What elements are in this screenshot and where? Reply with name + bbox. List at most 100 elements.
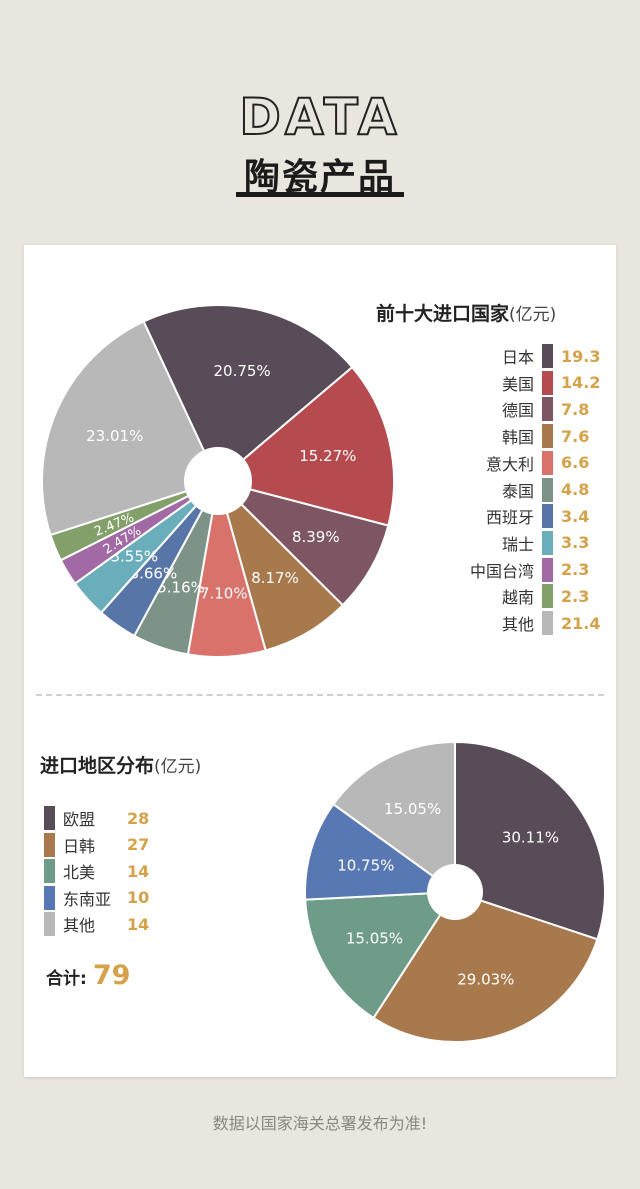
legend-swatch [542, 477, 553, 502]
pie-slice-北美 [304, 890, 457, 1020]
legend-value: 2.3 [561, 586, 590, 606]
regions-unit: (亿元) [154, 757, 202, 777]
pie-percent-label: 7.10% [200, 584, 248, 602]
legend-value: 14 [127, 861, 150, 881]
regions-legend-title: 进口地区分布(亿元) [40, 751, 201, 778]
page-header: DATA 陶瓷产品 [0, 0, 640, 240]
total-label: 合计: [46, 969, 87, 989]
pie-percent-label: 29.03% [457, 971, 514, 989]
legend-value: 14 [127, 914, 150, 934]
page-title: 陶瓷产品 [243, 157, 396, 198]
legend-item: 北美 14 [44, 858, 149, 884]
legend-swatch [542, 450, 553, 475]
legend-item: 西班牙 3.4 [462, 503, 589, 529]
legend-item: 其他 14 [44, 911, 149, 937]
legend-label: 瑞士 [501, 534, 534, 554]
footer-note: 数据以国家海关总署发布为准! [212, 1114, 428, 1133]
data-title: DATA [238, 87, 401, 147]
legend-value: 7.8 [561, 399, 590, 419]
pie-slice-其他 [331, 740, 456, 894]
legend-swatch [44, 885, 55, 910]
legend-label: 日本 [501, 348, 534, 367]
legend-item: 越南 2.3 [462, 583, 589, 609]
legend-swatch [44, 859, 55, 883]
legend-item: 中国台湾 2.3 [462, 557, 589, 583]
donut-hole [427, 864, 483, 920]
legend-label: 西班牙 [485, 508, 534, 528]
legend-label: 韩国 [501, 428, 534, 448]
pie-percent-label: 8.39% [292, 528, 340, 546]
pie-percent-label: 8.17% [251, 569, 299, 587]
legend-swatch [542, 557, 553, 582]
pie-percent-label: 10.75% [337, 857, 394, 875]
pie-percent-label: 15.27% [299, 447, 356, 465]
legend-value: 6.6 [561, 453, 590, 473]
pie-percent-label: 15.05% [384, 800, 441, 818]
regions-title: 进口地区分布 [40, 755, 155, 777]
legend-swatch [542, 370, 553, 395]
legend-value: 10 [127, 888, 150, 907]
regions-pie-chart: 30.11% 29.03% 15.05% 10.75% 15.05% [304, 740, 606, 1043]
legend-value: 21.4 [561, 613, 601, 633]
legend-label: 东南亚 [63, 889, 112, 909]
pie-percent-label: 3.66% [130, 564, 178, 582]
pie-percent-label: 20.75% [213, 362, 270, 380]
pie-percent-label: 30.11% [502, 829, 559, 847]
pie-percent-label: 23.01% [86, 427, 143, 445]
legend-label: 其他 [63, 916, 96, 935]
legend-label: 日韩 [63, 836, 96, 856]
pie-slice-德国 [214, 479, 390, 607]
countries-title: 前十大进口国家 [376, 303, 510, 325]
legend-value: 27 [127, 835, 150, 854]
legend-value: 7.6 [561, 426, 590, 446]
pie-percent-label: 15.05% [346, 930, 403, 948]
legend-item: 其他 21.4 [462, 610, 600, 636]
title-underline [236, 192, 404, 197]
section-divider [36, 694, 604, 696]
legend-item: 欧盟 28 [44, 805, 149, 831]
legend-label: 意大利 [485, 454, 534, 474]
pie-slice-欧盟 [454, 740, 606, 941]
legend-value: 4.8 [561, 480, 590, 499]
legend-label: 泰国 [501, 481, 534, 501]
legend-swatch [542, 424, 553, 449]
legend-label: 中国台湾 [469, 561, 534, 581]
legend-swatch [542, 584, 553, 609]
countries-unit: (亿元) [509, 305, 557, 325]
legend-item: 泰国 4.8 [462, 477, 589, 503]
legend-label: 欧盟 [63, 810, 96, 829]
legend-swatch [542, 611, 553, 635]
pie-slice-其他 [41, 320, 220, 537]
donut-hole [184, 447, 252, 515]
legend-item: 意大利 6.6 [462, 450, 589, 476]
legend-label: 美国 [501, 374, 534, 394]
legend-value: 19.3 [561, 346, 601, 366]
legend-item: 日本 19.3 [462, 343, 600, 369]
legend-swatch [44, 832, 55, 857]
legend-value: 3.4 [561, 506, 590, 526]
countries-pie-chart: 20.75% 15.27% 8.39% 8.17%7.10%5.16%3.66%3.5… [41, 304, 395, 658]
pie-percent-label: 5.16% [157, 578, 205, 596]
pie-slice-日本 [142, 304, 354, 483]
legend-swatch [542, 530, 553, 555]
legend-swatch [542, 504, 553, 529]
total-summary: 合计: 79 [46, 960, 130, 991]
legend-swatch [44, 806, 55, 830]
legend-label: 德国 [501, 401, 534, 421]
legend-item: 美国 14.2 [462, 370, 600, 396]
legend-swatch [542, 344, 553, 368]
chart-card: 20.75% 15.27% 8.39% 8.17% 7.10% 5.16% 3.66% 3.5… [24, 245, 616, 1077]
countries-legend-title: 前十大进口国家(亿元) [376, 299, 556, 326]
legend-swatch [44, 912, 55, 936]
pie-slice-日韩 [372, 890, 599, 1043]
legend-value: 2.3 [561, 560, 590, 580]
legend-item: 德国 7.8 [462, 396, 589, 422]
total-value: 79 [92, 960, 131, 991]
legend-item: 东南亚 10 [44, 885, 149, 911]
legend-item: 韩国 7.6 [462, 423, 589, 449]
legend-item: 日韩 27 [44, 832, 149, 858]
pie-slice-美国 [215, 365, 395, 527]
legend-label: 越南 [501, 588, 534, 608]
legend-item: 瑞士 3.3 [462, 530, 589, 556]
pie-slice-韩国 [216, 477, 345, 652]
